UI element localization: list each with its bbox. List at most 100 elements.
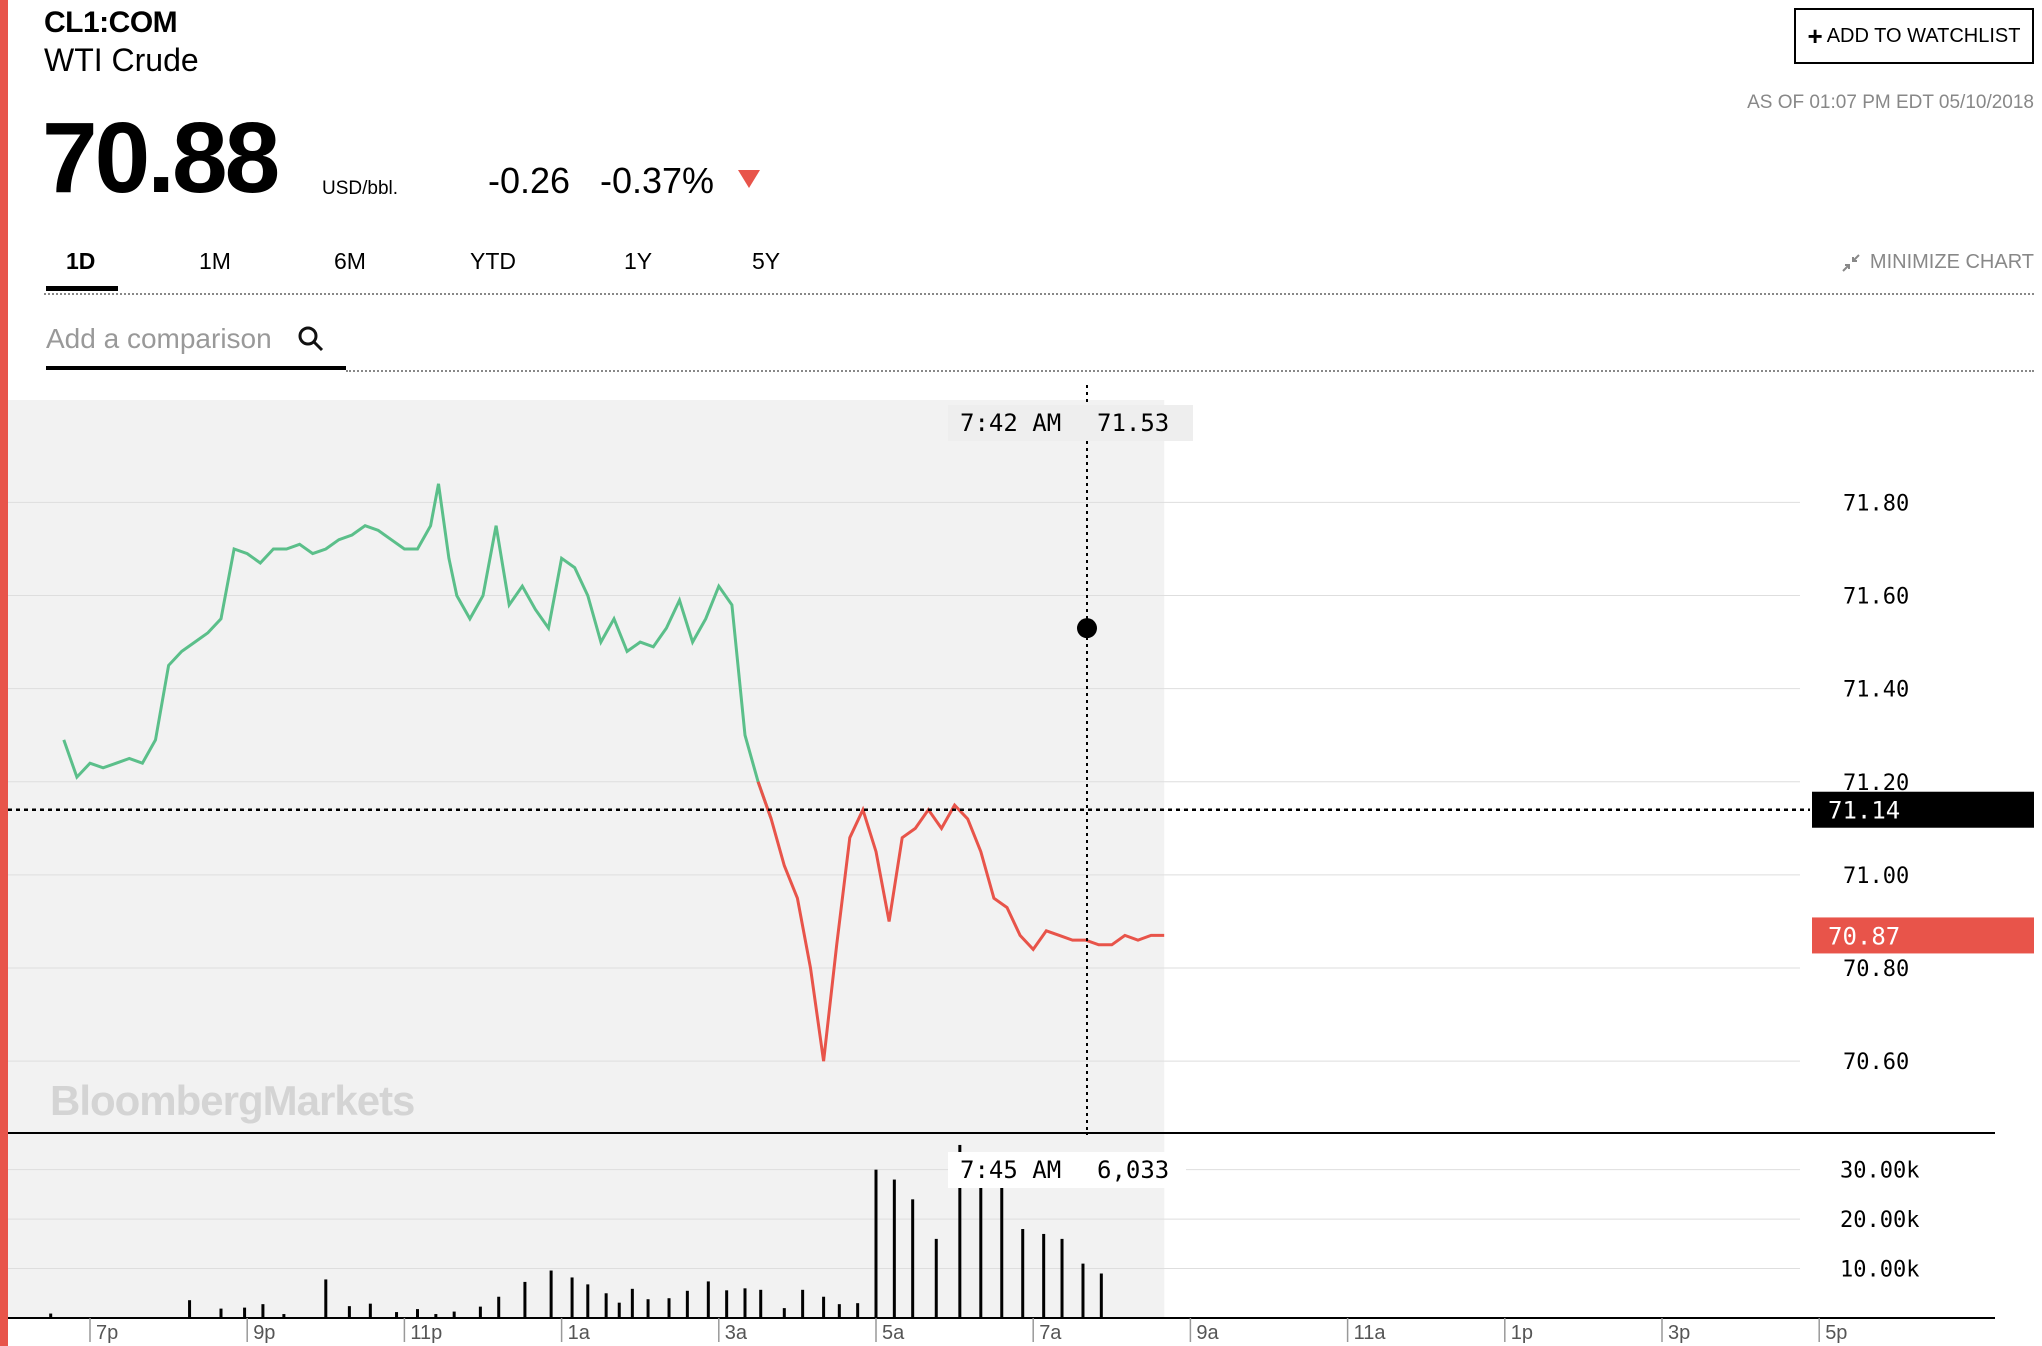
volume-bar	[934, 1238, 938, 1318]
y-tick-label: 71.60	[1843, 585, 1909, 610]
volume-tick-label: 10.00k	[1840, 1258, 1919, 1283]
crosshair-volume-box	[948, 1152, 1186, 1188]
volume-bar	[586, 1284, 590, 1318]
x-tick-label: 7a	[1039, 1322, 1062, 1344]
volume-bar	[856, 1303, 860, 1318]
x-tick-label: 9a	[1196, 1322, 1219, 1344]
volume-bar	[549, 1270, 553, 1318]
crosshair-volume-time: 7:45 AM	[960, 1156, 1061, 1184]
volume-bar	[1042, 1233, 1046, 1318]
volume-tick-label: 20.00k	[1840, 1208, 1919, 1233]
y-tick-label: 71.20	[1843, 771, 1909, 796]
price-change-percent: -0.37%	[600, 160, 715, 201]
accent-bar	[0, 0, 8, 1346]
comparison-divider	[346, 370, 2034, 372]
y-tick-label: 70.80	[1843, 957, 1909, 982]
minimize-chart-label: MINIMIZE CHART	[1869, 251, 2034, 273]
as-of-timestamp: AS OF 01:07 PM EDT 05/10/2018	[1747, 92, 2034, 113]
minimize-icon	[1842, 253, 1860, 272]
volume-bar	[1000, 1184, 1004, 1318]
volume-bar	[630, 1288, 634, 1318]
volume-bar	[1099, 1273, 1103, 1318]
volume-bar	[892, 1179, 896, 1318]
volume-bar	[979, 1169, 983, 1318]
crosshair-point	[1077, 618, 1097, 639]
volume-bar	[646, 1299, 650, 1318]
tab-1y[interactable]: 1Y	[624, 248, 653, 274]
x-tick-label: 11p	[410, 1322, 442, 1344]
crosshair-price-box	[948, 405, 1193, 441]
tab-1d[interactable]: 1D	[66, 248, 96, 274]
volume-bar	[958, 1144, 962, 1318]
minimize-chart-button[interactable]: MINIMIZE CHART	[1840, 251, 2034, 274]
volume-bar	[759, 1289, 763, 1318]
volume-bar	[243, 1307, 247, 1318]
volume-bar	[478, 1306, 482, 1318]
crosshair-price: 71.53	[1097, 409, 1169, 437]
volume-bar	[617, 1302, 621, 1318]
tab-1m[interactable]: 1M	[199, 248, 231, 274]
volume-bar	[570, 1277, 574, 1318]
down-arrow-icon	[738, 170, 760, 188]
last-price: 70.88	[42, 102, 280, 214]
volume-tick-label: 30.00k	[1840, 1159, 1919, 1184]
volume-bar	[368, 1303, 372, 1318]
add-to-watchlist-label: ADD TO WATCHLIST	[1826, 24, 2021, 47]
plus-icon: +	[1807, 20, 1823, 51]
x-tick-label: 3p	[1668, 1322, 1690, 1344]
volume-bar	[874, 1169, 878, 1318]
x-tick-label: 5p	[1825, 1322, 1847, 1344]
x-tick-label: 7p	[96, 1322, 118, 1344]
volume-bar	[395, 1312, 399, 1318]
comparison-search	[46, 312, 346, 370]
price-change: -0.26	[488, 160, 571, 201]
volume-bar	[523, 1281, 527, 1318]
x-tick-label: 5a	[882, 1322, 905, 1344]
previous-close-badge	[1812, 791, 2034, 828]
x-tick-label: 1p	[1511, 1322, 1533, 1344]
x-tick-label: 3a	[725, 1322, 748, 1344]
volume-bar	[822, 1296, 826, 1318]
last-price-value: 70.87	[1828, 922, 1900, 950]
volume-bar	[347, 1306, 351, 1318]
y-tick-label: 71.00	[1843, 864, 1909, 889]
tabs-divider	[44, 293, 2034, 295]
volume-bar	[725, 1290, 729, 1318]
volume-bar	[667, 1298, 671, 1318]
volume-bar	[604, 1293, 608, 1318]
tab-5y[interactable]: 5Y	[752, 248, 781, 274]
search-icon[interactable]	[296, 324, 326, 354]
volume-bar	[743, 1288, 747, 1318]
comparison-input[interactable]	[46, 323, 296, 355]
volume-bar	[49, 1313, 53, 1318]
volume-bar	[1060, 1238, 1064, 1318]
instrument-name: WTI Crude	[44, 42, 199, 78]
volume-bar	[706, 1281, 710, 1318]
volume-bar	[497, 1296, 501, 1318]
y-tick-label: 70.60	[1843, 1050, 1909, 1075]
active-tab-indicator	[46, 286, 118, 291]
volume-bar	[685, 1290, 689, 1318]
tab-6m[interactable]: 6M	[334, 248, 366, 274]
volume-bar	[261, 1304, 265, 1318]
y-tick-label: 71.40	[1843, 678, 1909, 703]
volume-bar	[434, 1314, 438, 1318]
volume-bar	[801, 1289, 805, 1318]
volume-bar	[188, 1300, 192, 1318]
tab-ytd[interactable]: YTD	[470, 248, 516, 274]
volume-bar	[219, 1308, 223, 1318]
volume-bar	[837, 1304, 841, 1318]
volume-bar	[1081, 1263, 1085, 1318]
volume-bar	[416, 1309, 419, 1318]
ticker-symbol: CL1:COM	[44, 6, 178, 39]
add-to-watchlist-button[interactable]: + ADD TO WATCHLIST	[1794, 8, 2034, 64]
volume-bar	[324, 1279, 328, 1318]
crosshair-time: 7:42 AM	[960, 409, 1061, 437]
previous-close-value: 71.14	[1828, 797, 1900, 825]
volume-bar	[1021, 1229, 1025, 1318]
price-unit: USD/bbl.	[322, 178, 399, 199]
crosshair-volume-value: 6,033	[1097, 1156, 1169, 1184]
watermark-logo: BloombergMarkets	[50, 1077, 414, 1124]
price-line-down	[756, 781, 1165, 1062]
